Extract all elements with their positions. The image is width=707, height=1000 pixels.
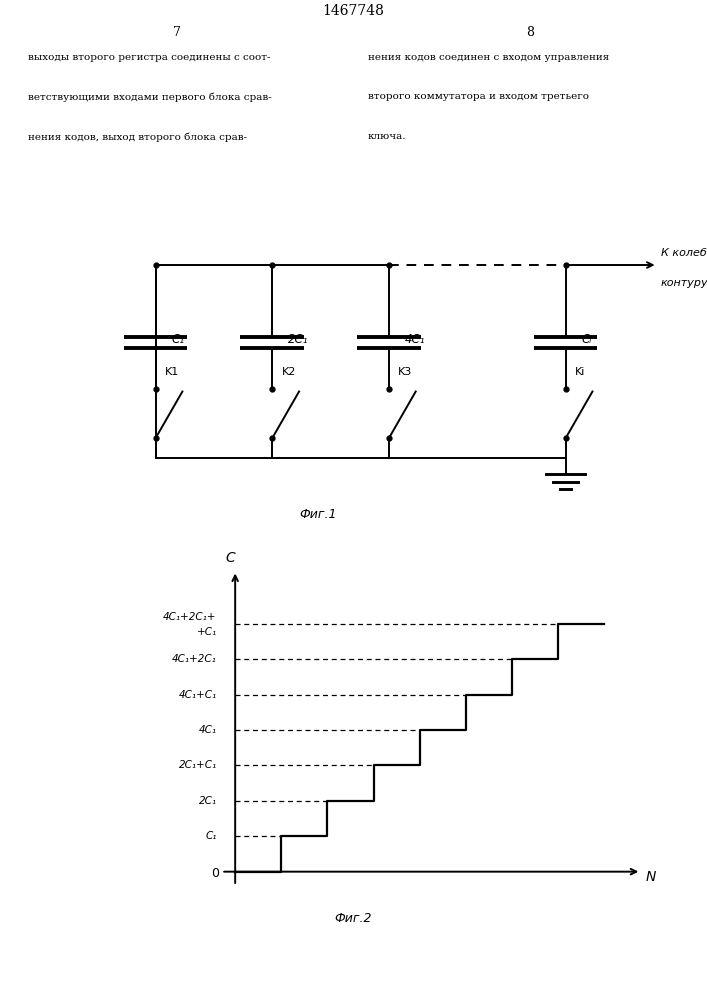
Text: 4C₁+2C₁+: 4C₁+2C₁+: [163, 612, 217, 622]
Text: 0: 0: [211, 867, 219, 880]
Text: Фиг.1: Фиг.1: [299, 508, 337, 521]
Text: Cᵢ: Cᵢ: [581, 333, 592, 346]
Text: К колебат.: К колебат.: [661, 248, 707, 258]
Text: Фиг.2: Фиг.2: [334, 912, 373, 925]
Text: контуру: контуру: [661, 278, 707, 288]
Text: K2: K2: [281, 367, 296, 377]
Text: N: N: [645, 870, 656, 884]
Text: 4C₁: 4C₁: [199, 725, 217, 735]
Text: 4C₁: 4C₁: [404, 333, 425, 346]
Text: 4C₁+2C₁: 4C₁+2C₁: [172, 654, 217, 664]
Text: 4C₁+C₁: 4C₁+C₁: [179, 690, 217, 700]
Text: выходы второго регистра соединены с соот-: выходы второго регистра соединены с соот…: [28, 53, 271, 62]
Text: C₁: C₁: [171, 333, 184, 346]
Text: 1467748: 1467748: [322, 4, 385, 18]
Text: 2C₁+C₁: 2C₁+C₁: [179, 760, 217, 770]
Text: нения кодов соединен с входом управления: нения кодов соединен с входом управления: [368, 53, 609, 62]
Text: K3: K3: [398, 367, 412, 377]
Text: +C₁: +C₁: [197, 627, 217, 637]
Text: второго коммутатора и входом третьего: второго коммутатора и входом третьего: [368, 92, 589, 101]
Text: Ki: Ki: [575, 367, 585, 377]
Text: C: C: [226, 551, 235, 565]
Text: 7: 7: [173, 26, 181, 39]
Text: 8: 8: [526, 26, 534, 39]
Text: ветствующими входами первого блока срав-: ветствующими входами первого блока срав-: [28, 92, 272, 102]
Text: нения кодов, выход второго блока срав-: нения кодов, выход второго блока срав-: [28, 132, 247, 141]
Text: C₁: C₁: [205, 831, 217, 841]
Text: K1: K1: [165, 367, 179, 377]
Text: 2C₁: 2C₁: [199, 796, 217, 806]
Text: ключа.: ключа.: [368, 132, 406, 141]
Text: 2C₁: 2C₁: [288, 333, 308, 346]
